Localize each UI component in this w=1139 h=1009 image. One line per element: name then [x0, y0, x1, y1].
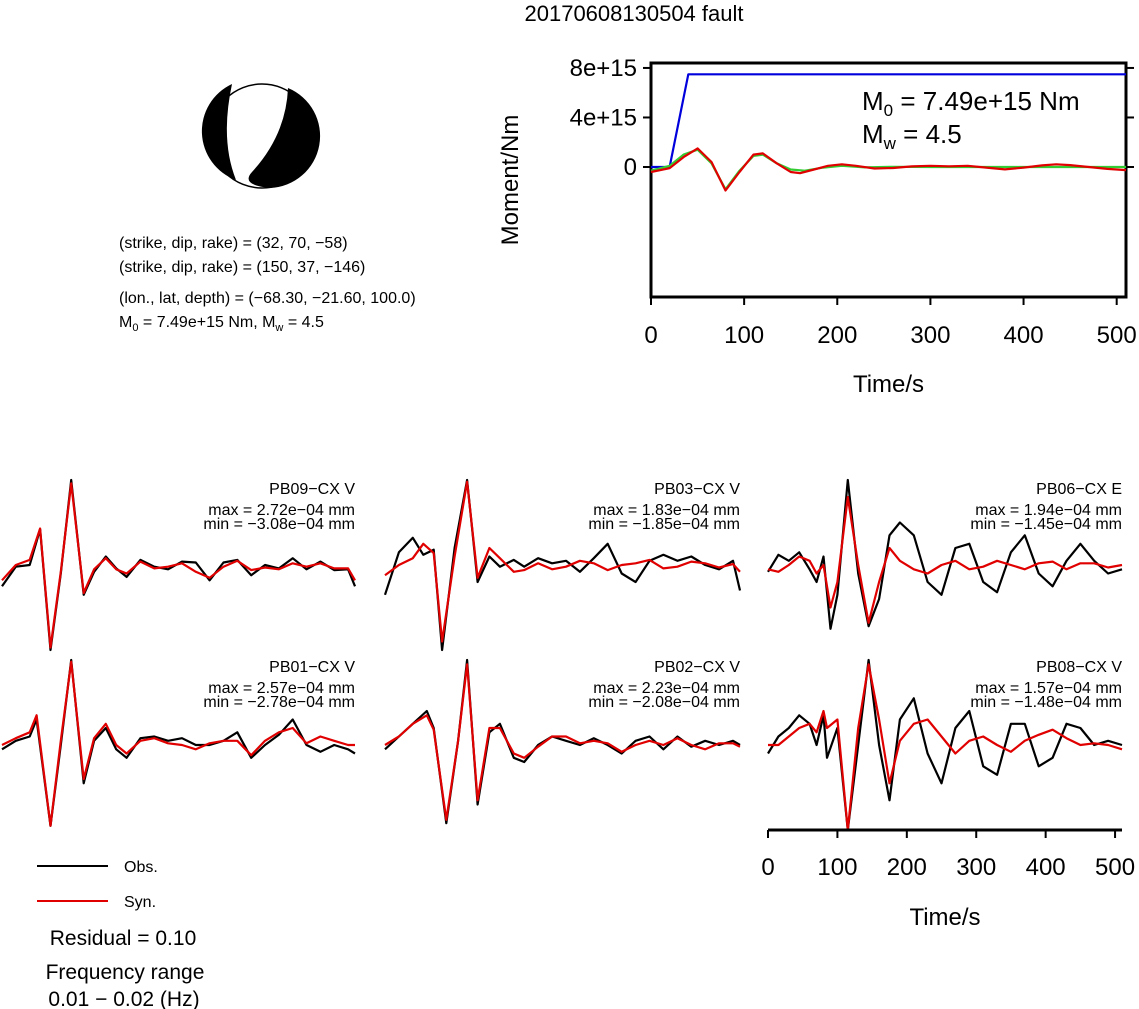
station-min: min = −2.08e−04 mm [588, 694, 740, 711]
legend-obs-label: Obs. [124, 859, 158, 876]
panel-mw-symbol: M [862, 119, 884, 149]
beachball-compression-west [201, 84, 236, 180]
station-label: PB08−CX V [1036, 659, 1122, 676]
synthetic-trace [768, 663, 1123, 832]
legend-syn-label: Syn. [124, 894, 156, 911]
moment-x-tick-label: 400 [1004, 322, 1044, 349]
mw-subscript: w [274, 322, 283, 334]
waveform-x-axis-label: Time/s [909, 904, 980, 931]
moment-plot-frame [649, 61, 1128, 299]
station-label: PB06−CX E [1036, 481, 1122, 498]
waveform-x-tick-label: 400 [1026, 854, 1066, 881]
station-label: PB03−CX V [654, 481, 740, 498]
moment-series-line [650, 147, 1127, 192]
moment-series-line [651, 73, 1126, 169]
moment-rate-panel: 0 100 200 300 400 500 0 4e+15 8e+15 Time/s Moment/… [497, 55, 1137, 398]
station-label: PB01−CX V [269, 659, 355, 676]
station-min: min = −1.45e−04 mm [970, 516, 1122, 533]
station-min: min = −3.08e−04 mm [203, 516, 355, 533]
observed-trace [767, 478, 1123, 630]
waveform-time-axis: 0 100 200 300 400 500 Time/s [761, 828, 1135, 931]
mechanism-moment: M0 = 7.49e+15 Nm, Mw = 4.5 [119, 314, 324, 334]
station-max: max = 2.23e−04 mm [593, 680, 740, 697]
mw-value: = 4.5 [283, 314, 324, 331]
moment-y-tick-label: 8e+15 [570, 55, 637, 82]
frequency-value: 0.01 − 0.02 (Hz) [48, 988, 199, 1009]
station-max: max = 1.83e−04 mm [593, 502, 740, 519]
synthetic-trace [767, 495, 1123, 624]
moment-x-tick-label: 100 [724, 322, 764, 349]
mechanism-location: (lon., lat, depth) = (−68.30, −21.60, 10… [119, 290, 416, 307]
synthetic-trace [1, 482, 356, 649]
station-max: max = 1.57e−04 mm [975, 680, 1122, 697]
moment-y-tick-label: 4e+15 [570, 104, 637, 131]
moment-x-tick-label: 500 [1097, 322, 1137, 349]
waveform-x-tick-label: 300 [956, 854, 996, 881]
waveform-x-tick-label: 200 [887, 854, 927, 881]
m0-value: = 7.49e+15 Nm, M [138, 314, 275, 331]
panel-mw-subscript: w [883, 134, 897, 153]
moment-x-axis-label: Time/s [853, 371, 924, 398]
m0-symbol: M [119, 314, 132, 331]
station-min: min = −1.85e−04 mm [588, 516, 740, 533]
legend: Obs. Syn. [37, 859, 158, 911]
station-label: PB02−CX V [654, 659, 740, 676]
panel-m0-value: = 7.49e+15 Nm [893, 86, 1079, 116]
station-max: max = 2.72e−04 mm [208, 502, 355, 519]
moment-x-tick-label: 0 [644, 322, 657, 349]
synthetic-trace [1, 660, 355, 827]
moment-y-tick-label: 0 [624, 154, 637, 181]
panel-mw-value: = 4.5 [896, 119, 962, 149]
waveform-x-tick-label: 100 [817, 854, 857, 881]
moment-x-tick-label: 200 [817, 322, 857, 349]
station-label: PB09−CX V [269, 481, 355, 498]
waveform-x-tick-label: 500 [1095, 854, 1135, 881]
panel-m0-symbol: M [862, 86, 884, 116]
station-max: max = 1.94e−04 mm [975, 502, 1122, 519]
station-min: min = −1.48e−04 mm [970, 694, 1122, 711]
beachball [201, 83, 321, 189]
panel-m0-subscript: 0 [884, 101, 893, 120]
beachball-compression-east [248, 88, 321, 188]
moment-y-axis-label: Moment/Nm [497, 115, 524, 246]
panel-m0: M0 = 7.49e+15 Nm [862, 86, 1080, 120]
mechanism-plane2: (strike, dip, rake) = (150, 37, −146) [119, 259, 365, 276]
mechanism-plane1: (strike, dip, rake) = (32, 70, −58) [119, 235, 348, 252]
panel-mw: Mw = 4.5 [862, 119, 962, 153]
moment-x-tick-label: 300 [910, 322, 950, 349]
frequency-title: Frequency range [46, 961, 205, 984]
synthetic-trace [384, 663, 741, 821]
observed-trace [767, 658, 1123, 832]
figure-title: 20170608130504 fault [525, 1, 744, 26]
m0-subscript: 0 [132, 322, 138, 334]
station-min: min = −2.78e−04 mm [203, 694, 355, 711]
residual-label: Residual = 0.10 [50, 927, 197, 950]
station-max: max = 2.57e−04 mm [208, 680, 355, 697]
waveform-x-tick-label: 0 [761, 854, 774, 881]
synthetic-trace [384, 480, 741, 643]
